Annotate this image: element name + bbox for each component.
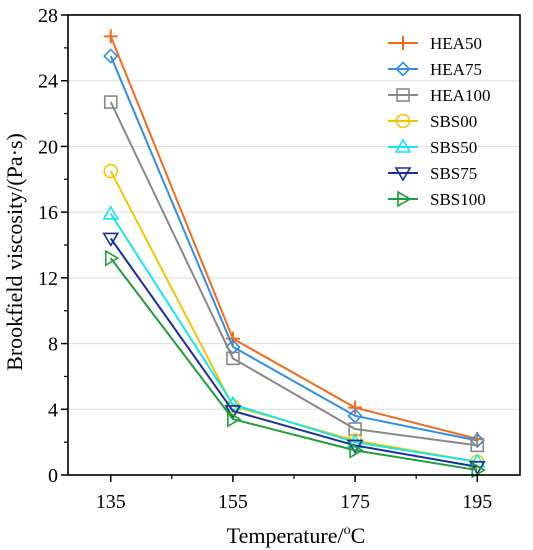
data-point [104,249,120,267]
data-point [346,439,364,455]
legend-entry: SBS100 [388,190,486,209]
legend-label: SBS50 [430,138,477,157]
legend-entry: HEA75 [388,60,482,79]
data-point [103,48,119,64]
series-line [109,237,478,468]
data-point [224,405,242,420]
y-tick-label: 12 [38,268,58,290]
legend-entry: HEA100 [388,86,490,105]
data-point [226,351,240,366]
x-axis-title-superscript: o [344,523,351,538]
y-tick-label: 8 [48,334,58,356]
legend-entry: SBS50 [388,138,477,157]
legend-label: SBS75 [430,164,477,183]
y-tick-label: 16 [38,202,58,224]
y-axis-title: Brookfield viscosity/(Pa·s) [2,133,27,371]
legend: HEA50 HEA75 HEA100 SBS00 SBS50 SBS75 SBS100 [388,34,490,209]
legend-entry: SBS75 [388,164,477,183]
data-point [225,339,241,355]
legend-marker [396,88,410,102]
data-point [103,163,119,179]
legend-entry: HEA50 [388,34,482,53]
legend-marker [397,190,412,208]
y-tick-label: 20 [38,136,58,158]
series-line [109,35,478,440]
data-point [225,331,240,346]
series-hea50 [103,29,485,446]
data-point [470,438,485,453]
series-line [109,101,478,447]
legend-marker [396,36,410,50]
y-tick-label: 4 [48,399,58,421]
legend-marker [395,113,411,129]
plot-frame [67,14,521,476]
data-point [102,205,120,220]
data-point [471,461,486,479]
y-tick-label: 0 [48,465,58,487]
data-point [102,232,120,248]
series-line [109,55,478,442]
x-axis-title-text: Temperature/ [227,523,345,548]
data-point [469,432,485,449]
legend-marker [394,167,412,182]
series-line [109,257,478,472]
legend-label: HEA50 [430,34,482,53]
data-point [348,400,363,415]
y-tick-label: 28 [38,5,58,27]
data-point [103,29,118,44]
legend-label: HEA100 [430,86,490,105]
series-hea100 [103,95,485,453]
legend-label: SBS00 [430,112,477,131]
y-tick-label: 24 [38,71,58,93]
legend-marker [394,138,412,153]
x-tick-label: 155 [218,491,248,513]
legend-label: HEA75 [430,60,482,79]
data-point [227,410,242,428]
x-tick-label: 175 [340,491,370,513]
data-point [103,95,118,109]
legend-entry: SBS00 [388,112,477,131]
data-point [349,441,364,459]
series-hea75 [103,48,485,449]
x-axis-title-unit: C [351,523,366,548]
series-sbs100 [104,249,486,479]
x-tick-label: 135 [96,491,126,513]
axis-ticks: 0 4 8 12 16 20 24 28 135 155 175 195 [38,5,492,513]
series-line [109,213,478,463]
grid-lines [68,80,520,410]
x-tick-label: 195 [462,491,492,513]
x-axis-title: Temperature/oC [227,523,366,548]
legend-label: SBS100 [430,190,486,209]
legend-marker [395,61,411,77]
series-layer [102,29,486,479]
